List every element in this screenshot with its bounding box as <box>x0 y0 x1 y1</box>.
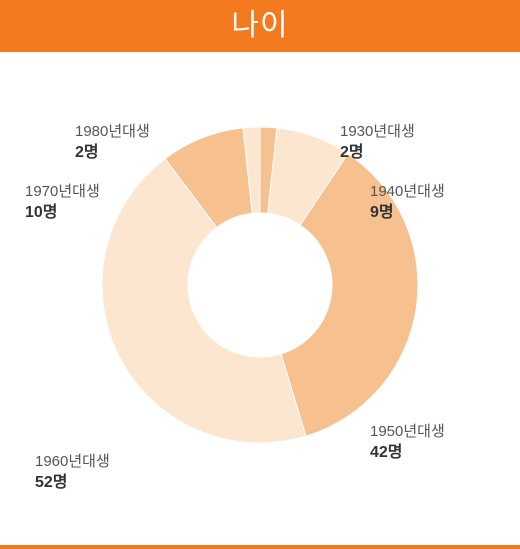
donut-chart <box>92 117 428 453</box>
slice-label-value: 52명 <box>35 472 110 494</box>
slice-label-1970: 1970년대생10명 <box>25 182 100 224</box>
slice-label-name: 1930년대생 <box>340 122 415 142</box>
slice-label-value: 2명 <box>340 142 415 164</box>
slice-label-name: 1940년대생 <box>370 182 445 202</box>
slice-label-value: 9명 <box>370 202 445 224</box>
footer-accent-bar <box>0 545 520 549</box>
slice-label-1950: 1950년대생42명 <box>370 422 445 464</box>
slice-label-1940: 1940년대생9명 <box>370 182 445 224</box>
slice-label-name: 1960년대생 <box>35 452 110 472</box>
slice-label-value: 10명 <box>25 202 100 224</box>
slice-label-value: 2명 <box>75 142 150 164</box>
chart-title-bar: 나이 <box>0 0 520 52</box>
slice-label-name: 1950년대생 <box>370 422 445 442</box>
slice-label-name: 1980년대생 <box>75 122 150 142</box>
slice-label-1980: 1980년대생2명 <box>75 122 150 164</box>
slice-label-value: 42명 <box>370 442 445 464</box>
donut-chart-area: 1930년대생2명1940년대생9명1950년대생42명1960년대생52명19… <box>0 52 520 532</box>
chart-title: 나이 <box>231 9 288 42</box>
slice-label-1960: 1960년대생52명 <box>35 452 110 494</box>
slice-label-name: 1970년대생 <box>25 182 100 202</box>
slice-label-1930: 1930년대생2명 <box>340 122 415 164</box>
